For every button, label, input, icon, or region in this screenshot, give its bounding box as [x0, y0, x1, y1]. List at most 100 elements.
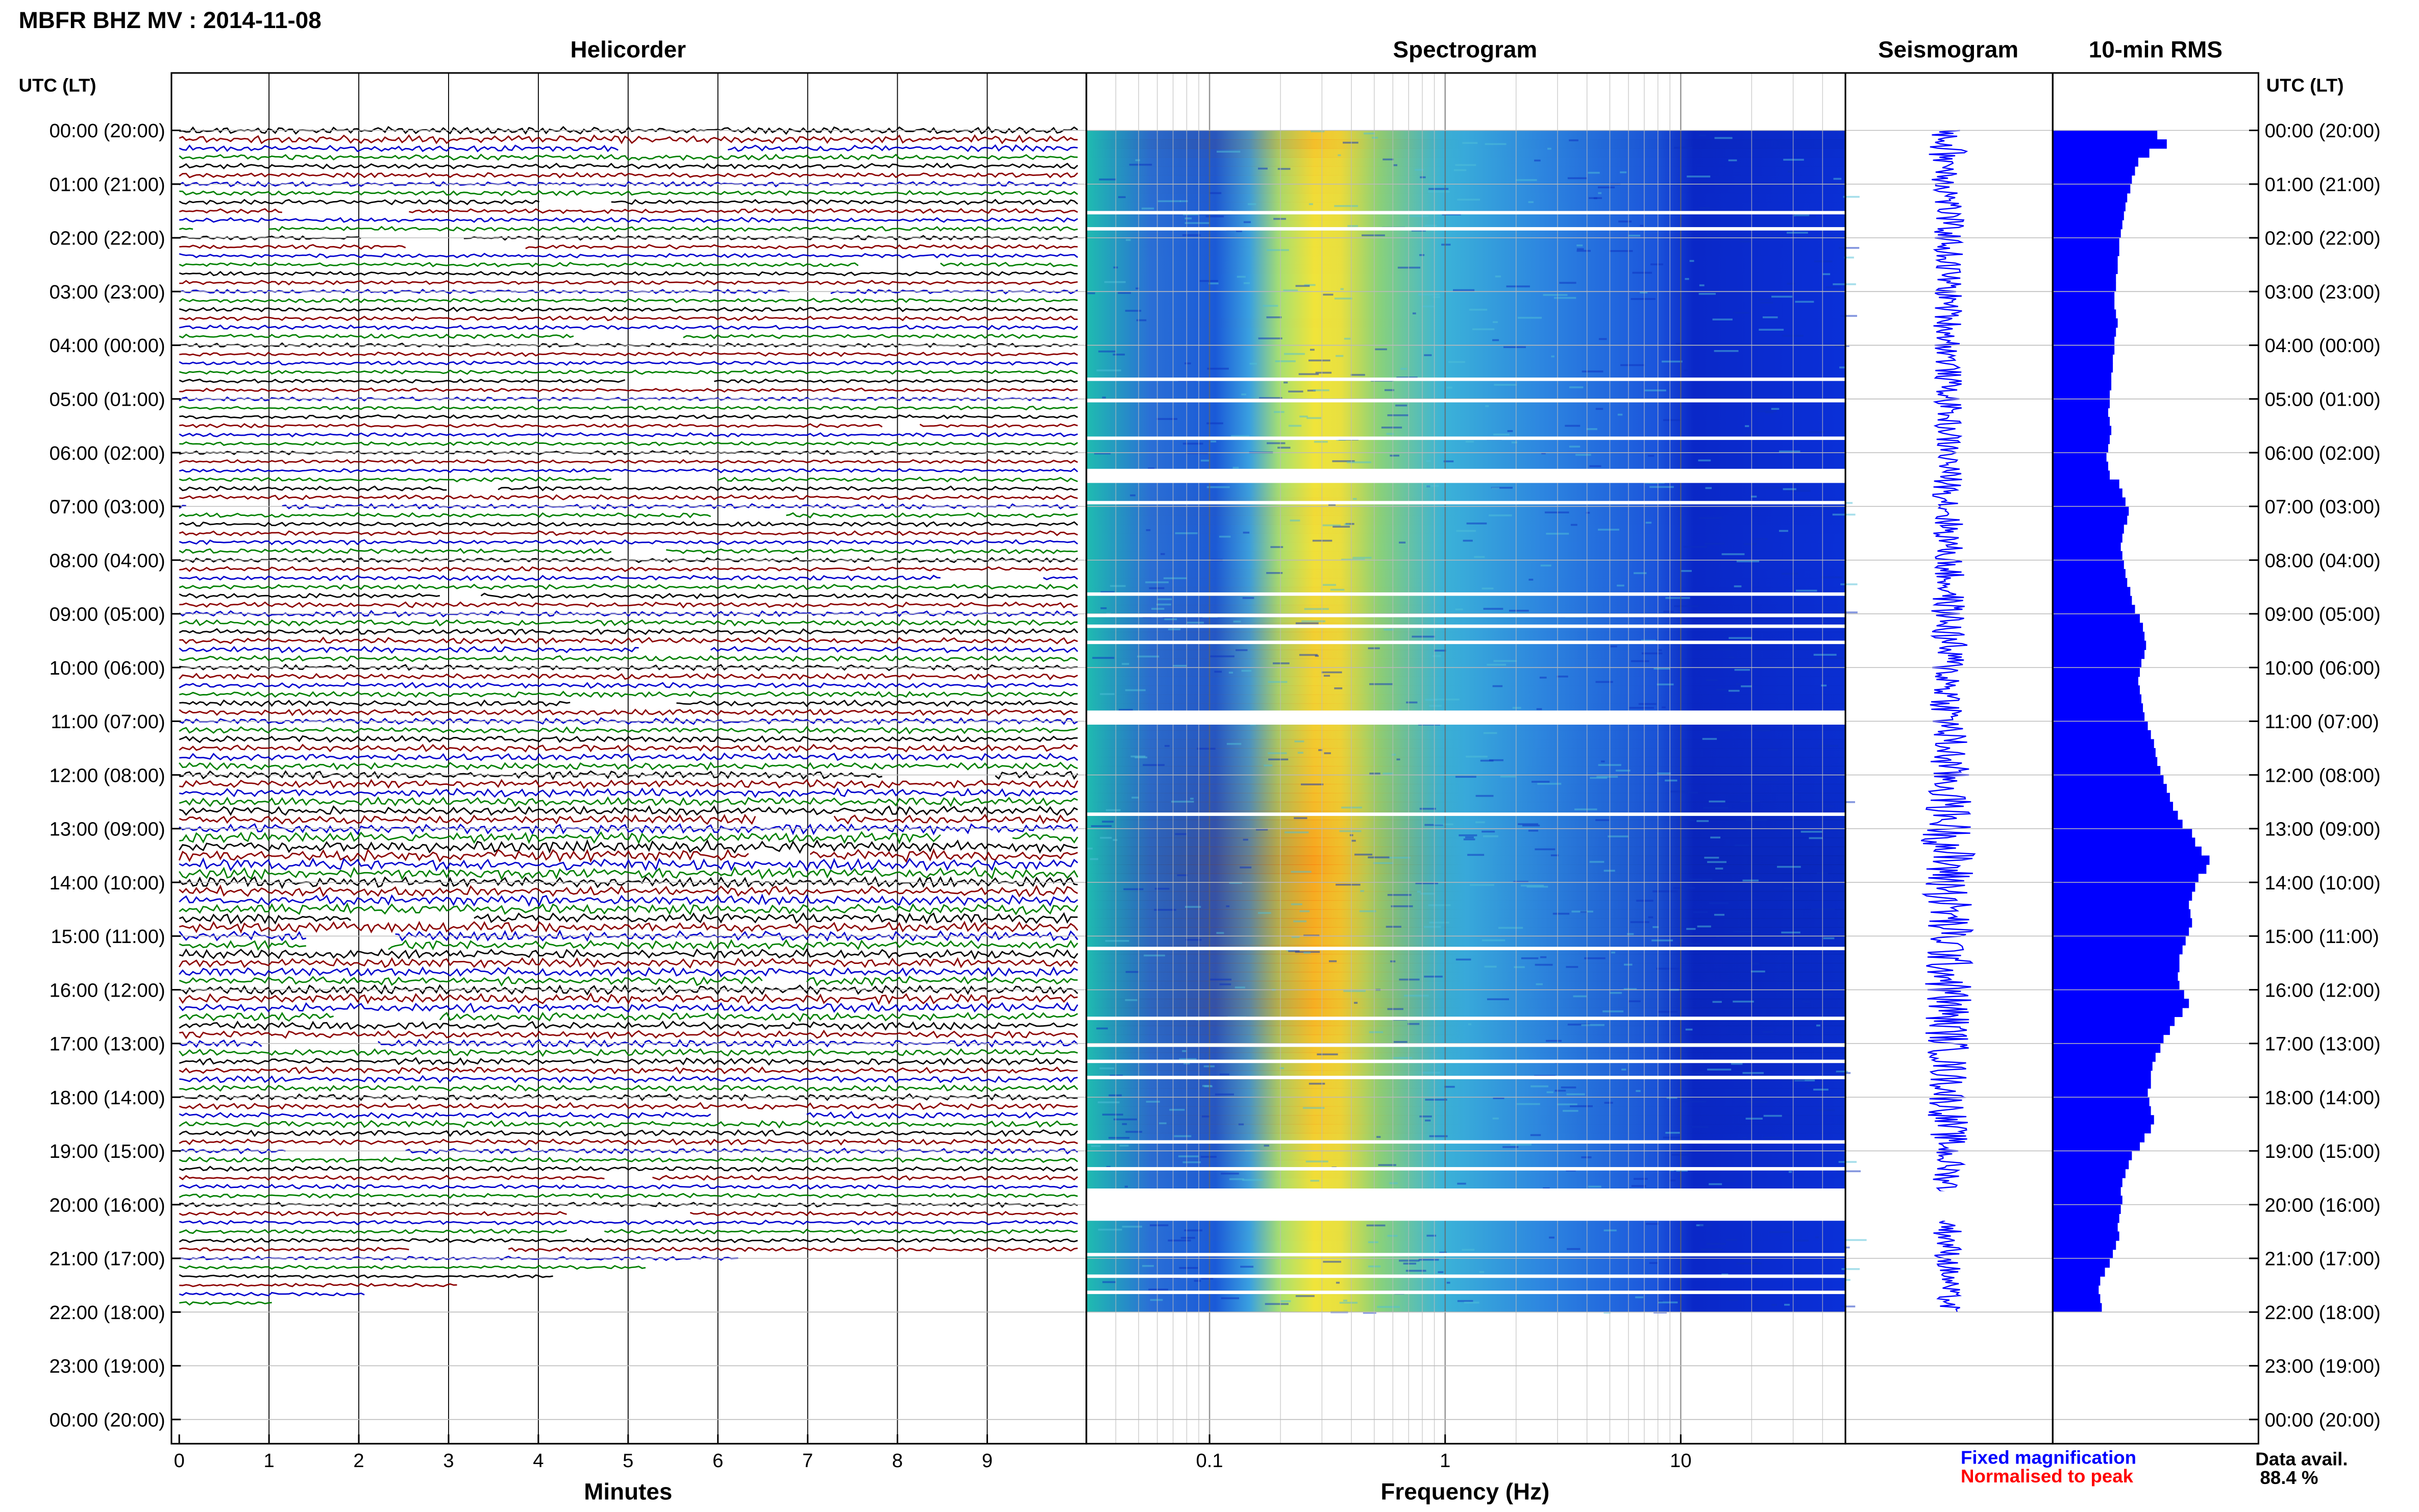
- spectrogram-speckle: [1621, 1069, 1626, 1071]
- spectrogram-row-shade: [1086, 658, 1846, 668]
- spectrogram-row-shade: [1086, 792, 1846, 803]
- spectrogram-row-shade: [1086, 918, 1846, 928]
- spectrogram-speckle: [1179, 1267, 1198, 1269]
- spectrogram-speckle: [1434, 650, 1446, 652]
- spectrogram-speckle: [1652, 890, 1678, 893]
- spectrogram-speckle: [1580, 911, 1587, 913]
- spectrogram-speckle: [1750, 970, 1765, 973]
- spectrogram-speckle: [1463, 838, 1475, 840]
- spectrogram-speckle: [1113, 1118, 1137, 1121]
- spectrogram-speckle: [1434, 698, 1460, 701]
- helicorder-trace-row: [179, 857, 1078, 872]
- spectrogram-speckle: [1716, 935, 1719, 938]
- spectrogram-speckle: [1838, 1161, 1857, 1163]
- rms-bar: [2053, 855, 2210, 865]
- helicorder-trace-row: [179, 324, 1078, 331]
- helicorder-trace-row: [179, 512, 1078, 519]
- spectrogram-speckle: [1696, 820, 1709, 822]
- spectrogram-speckle: [1096, 1027, 1108, 1030]
- right-time-tick-label: 16:00 (12:00): [2265, 980, 2381, 1001]
- left-time-tick-label: 00:00 (20:00): [50, 1409, 165, 1431]
- spectrogram-speckle: [1483, 835, 1498, 837]
- spectrogram-speckle: [1268, 752, 1287, 754]
- spectrogram-speckle: [1466, 755, 1488, 758]
- spectrogram-row-shade: [1086, 855, 1846, 865]
- rms-bar: [2053, 1151, 2132, 1160]
- spectrogram-speckle: [1194, 1280, 1201, 1282]
- spectrogram-speckle: [1383, 158, 1394, 161]
- spectrogram-speckle: [1389, 1182, 1398, 1184]
- spectrogram-row-shade: [1086, 533, 1846, 543]
- left-time-tick-label: 22:00 (18:00): [50, 1302, 165, 1324]
- rms-bar: [2053, 631, 2145, 641]
- rms-bar: [2053, 882, 2195, 892]
- rms-bar: [2053, 533, 2122, 543]
- helicorder-trace-row: [179, 690, 1078, 699]
- left-time-tick-label: 00:00 (20:00): [50, 120, 165, 142]
- spectrogram-speckle: [1171, 801, 1194, 803]
- spectrogram-speckle: [1102, 396, 1106, 399]
- right-time-tick-label: 10:00 (06:00): [2265, 658, 2381, 679]
- spectrogram-speckle: [1515, 179, 1537, 181]
- spectrogram-speckle: [1087, 292, 1095, 294]
- right-time-tick-label: 14:00 (10:00): [2265, 873, 2381, 894]
- helicorder-trace-row: [179, 1219, 1078, 1226]
- spectrogram-speckle: [1821, 684, 1827, 687]
- left-time-tick-label: 04:00 (00:00): [50, 335, 165, 357]
- rms-bar: [2053, 309, 2116, 319]
- spectrogram-row-shade: [1086, 999, 1846, 1008]
- spectrogram-speckle: [1540, 564, 1551, 567]
- spectrogram-speckle: [1105, 809, 1121, 811]
- rms-bar: [2053, 229, 2121, 238]
- right-time-ticks: 00:00 (20:00) 01:00 (21:00) 02:00 (22:00) 0…: [2249, 120, 2381, 1431]
- spectrogram-speckle: [1487, 663, 1507, 666]
- spectrogram-speckle: [1623, 988, 1637, 990]
- spectrogram-speckle: [1291, 903, 1302, 905]
- spectrogram-speckle: [1092, 657, 1115, 659]
- spectrogram-speckle: [1306, 417, 1321, 419]
- spectrogram-row-shade: [1086, 551, 1846, 561]
- spectrogram-speckle: [1241, 393, 1247, 395]
- spectrogram-speckle: [1844, 256, 1854, 259]
- spectrogram-speckle: [1673, 887, 1695, 889]
- spectrogram-speckle: [1493, 660, 1517, 662]
- spectrogram-speckle: [1636, 900, 1653, 902]
- spectrogram-speckle: [1291, 936, 1300, 938]
- spectrogram-speckle: [1360, 890, 1364, 892]
- spectrogram-speckle: [1721, 553, 1745, 555]
- helicorder-xlabel: Minutes: [584, 1479, 672, 1505]
- spectrogram-speckle: [1780, 597, 1791, 599]
- spectrogram-speckle: [1601, 760, 1605, 762]
- spectrogram-row-shade: [1086, 828, 1846, 838]
- time-axis-label-left: UTC (LT): [19, 75, 96, 96]
- seismogram-title: Seismogram: [1878, 37, 2018, 63]
- spectrogram-speckle: [1433, 296, 1440, 299]
- spectrogram-speckle: [1455, 164, 1476, 166]
- right-time-tick-label: 00:00 (20:00): [2265, 1409, 2381, 1431]
- spectrogram-speckle: [1546, 1091, 1554, 1094]
- spectrogram-speckle: [1712, 1180, 1736, 1182]
- spectrogram-speckle: [1833, 178, 1842, 180]
- rms-bar: [2053, 1196, 2122, 1205]
- spectrogram-speckle: [1715, 867, 1723, 870]
- spectrogram-speckle: [1369, 773, 1380, 775]
- spectrogram-speckle: [1726, 1238, 1737, 1241]
- spectrogram-speckle: [1328, 960, 1337, 962]
- spectrogram-speckle: [1686, 928, 1696, 930]
- rms-bar: [2053, 936, 2186, 946]
- rms-bar: [2053, 703, 2143, 713]
- spectrogram-speckle: [1214, 671, 1222, 673]
- rms-bar: [2053, 372, 2112, 382]
- spectrogram-speckle: [1588, 171, 1600, 174]
- rms-bar: [2053, 1017, 2175, 1026]
- data-gap: [1086, 710, 1846, 723]
- rms-bar: [2053, 1007, 2183, 1018]
- spectrogram-speckle: [1300, 783, 1324, 785]
- spectrogram-speckle: [1742, 879, 1759, 882]
- spectrogram-speckle: [1705, 487, 1712, 489]
- spectrogram-speckle: [1339, 830, 1362, 832]
- spectrogram-speckle: [1453, 169, 1467, 171]
- rms-bar: [2053, 900, 2189, 910]
- spectrogram-speckle: [1182, 234, 1201, 236]
- spectrogram-speckle: [1814, 260, 1833, 263]
